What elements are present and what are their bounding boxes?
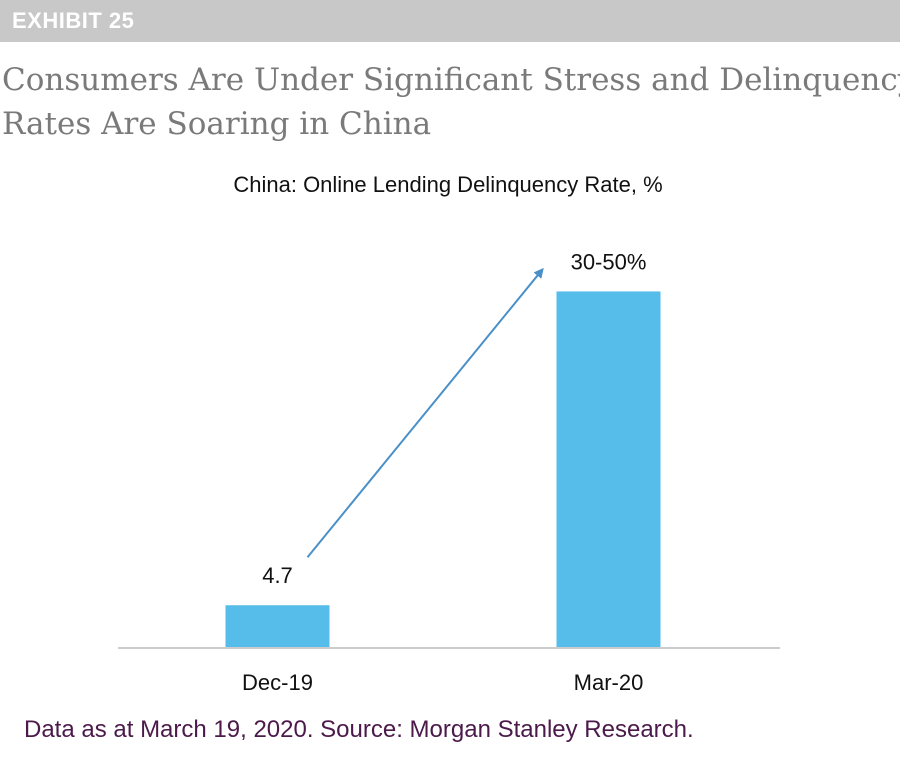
data-label-mar-20: 30-50% xyxy=(571,249,647,274)
source-note: Data as at March 19, 2020. Source: Morga… xyxy=(24,716,694,743)
trend-arrow xyxy=(306,267,544,558)
exhibit-banner: EXHIBIT 25 xyxy=(0,0,900,42)
bar-dec-19 xyxy=(225,605,330,647)
exhibit-label: EXHIBIT 25 xyxy=(12,8,135,33)
headline: Consumers Are Under Significant Stress a… xyxy=(2,58,900,146)
headline-line-2: Rates Are Soaring in China xyxy=(2,106,432,142)
data-label-dec-19: 4.7 xyxy=(262,563,293,588)
chart-title: China: Online Lending Delinquency Rate, … xyxy=(233,172,662,197)
x-tick-label-dec-19: Dec-19 xyxy=(242,670,313,695)
headline-line-1: Consumers Are Under Significant Stress a… xyxy=(2,62,900,98)
bar-mar-20 xyxy=(556,291,661,647)
chart: China: Online Lending Delinquency Rate, … xyxy=(118,172,780,695)
x-tick-label-mar-20: Mar-20 xyxy=(574,670,644,695)
